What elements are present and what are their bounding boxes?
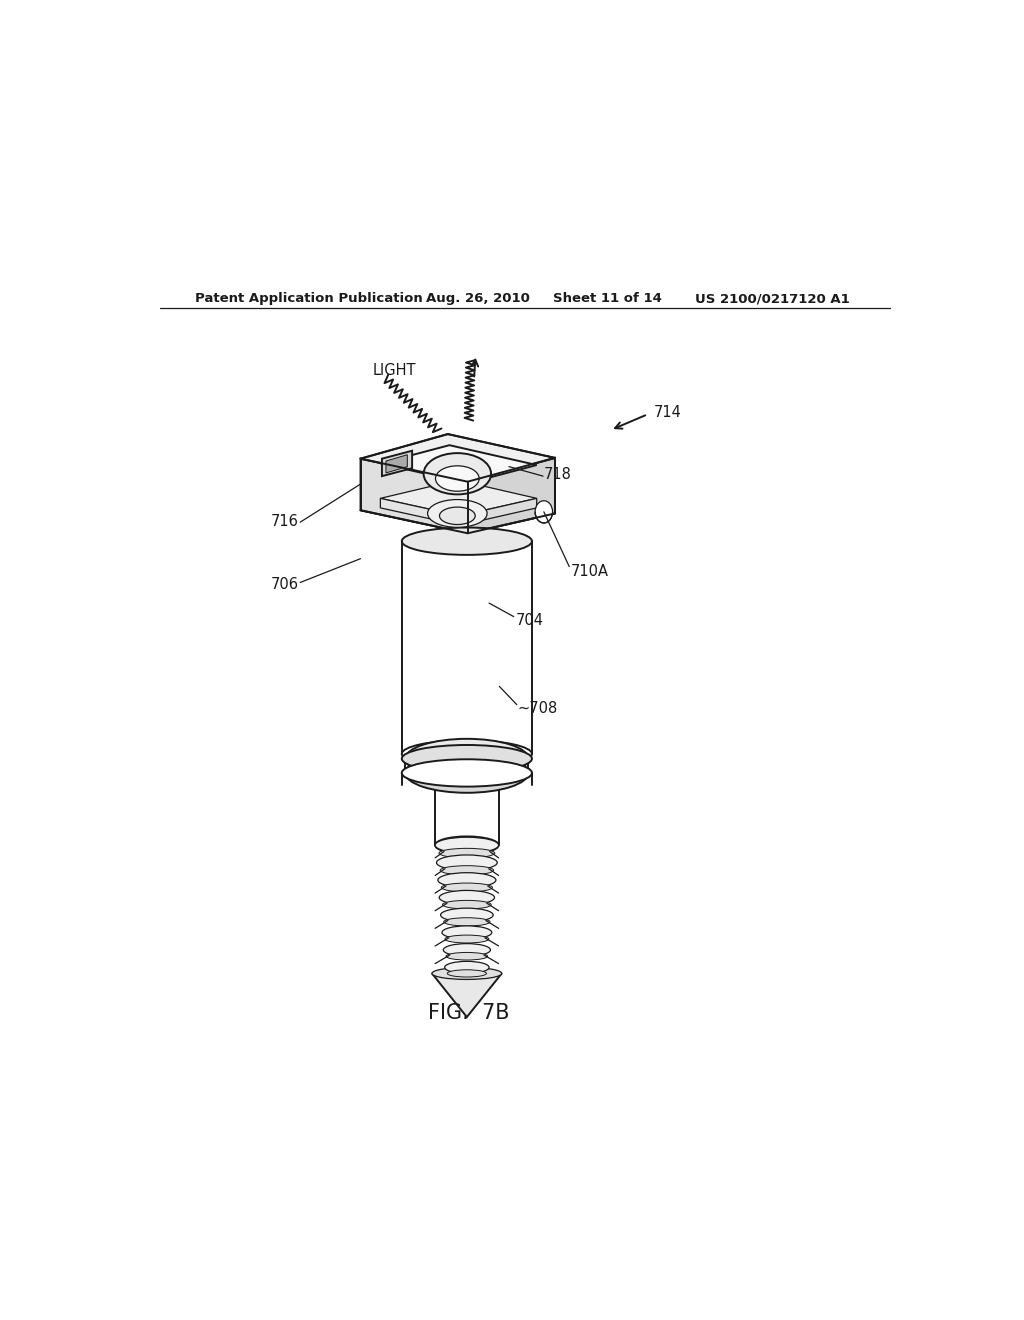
Text: LIGHT: LIGHT	[373, 363, 416, 378]
Polygon shape	[460, 499, 537, 525]
Ellipse shape	[401, 744, 531, 772]
Ellipse shape	[406, 739, 528, 779]
Text: Aug. 26, 2010: Aug. 26, 2010	[426, 292, 529, 305]
Ellipse shape	[436, 855, 498, 870]
Polygon shape	[432, 973, 502, 1016]
Ellipse shape	[432, 968, 502, 979]
Text: 704: 704	[515, 612, 544, 628]
Ellipse shape	[406, 754, 528, 793]
Ellipse shape	[444, 935, 488, 942]
Polygon shape	[380, 499, 460, 525]
Ellipse shape	[443, 917, 490, 925]
Ellipse shape	[441, 883, 493, 892]
Polygon shape	[386, 454, 408, 473]
Ellipse shape	[443, 944, 490, 956]
Ellipse shape	[440, 866, 494, 875]
Text: 714: 714	[653, 405, 681, 420]
Ellipse shape	[424, 453, 492, 495]
Ellipse shape	[447, 970, 486, 977]
Ellipse shape	[438, 873, 496, 887]
Text: 710A: 710A	[570, 564, 609, 579]
Ellipse shape	[442, 925, 492, 939]
Ellipse shape	[435, 466, 479, 491]
Ellipse shape	[444, 961, 489, 973]
Polygon shape	[360, 491, 555, 533]
Ellipse shape	[439, 891, 495, 904]
Ellipse shape	[442, 900, 492, 909]
Ellipse shape	[435, 837, 499, 853]
Polygon shape	[382, 450, 412, 477]
Polygon shape	[380, 480, 537, 516]
Ellipse shape	[439, 849, 495, 858]
Ellipse shape	[401, 528, 531, 554]
Text: 718: 718	[544, 467, 571, 482]
Ellipse shape	[401, 741, 531, 767]
Text: Sheet 11 of 14: Sheet 11 of 14	[553, 292, 662, 305]
Ellipse shape	[435, 837, 499, 854]
Text: ~708: ~708	[518, 701, 558, 717]
Ellipse shape	[401, 759, 531, 787]
Text: 716: 716	[270, 513, 299, 529]
Polygon shape	[360, 458, 468, 533]
Polygon shape	[360, 434, 555, 482]
Text: Patent Application Publication: Patent Application Publication	[196, 292, 423, 305]
Text: US 2100/0217120 A1: US 2100/0217120 A1	[695, 292, 850, 305]
Text: FIG.  7B: FIG. 7B	[428, 1003, 510, 1023]
Ellipse shape	[439, 507, 475, 524]
Ellipse shape	[440, 908, 494, 921]
Text: 706: 706	[270, 577, 299, 593]
Ellipse shape	[536, 500, 553, 523]
Ellipse shape	[428, 499, 487, 527]
Polygon shape	[380, 445, 537, 483]
Ellipse shape	[446, 953, 487, 960]
Polygon shape	[468, 458, 555, 533]
